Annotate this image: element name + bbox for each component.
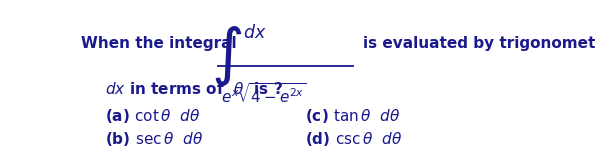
- Text: (d) $\csc\theta\ \ d\theta$: (d) $\csc\theta\ \ d\theta$: [305, 130, 403, 148]
- Text: $dx$ in terms of  $\theta$  is ?: $dx$ in terms of $\theta$ is ?: [104, 81, 283, 97]
- Text: $\int$: $\int$: [211, 24, 242, 88]
- Text: (c) $\tan\theta\ \ d\theta$: (c) $\tan\theta\ \ d\theta$: [305, 107, 401, 125]
- Text: (b) $\sec\theta\ \ d\theta$: (b) $\sec\theta\ \ d\theta$: [104, 130, 203, 148]
- Text: is evaluated by trigonometric substitution,: is evaluated by trigonometric substituti…: [363, 36, 596, 51]
- Text: (a) $\cot\theta\ \ d\theta$: (a) $\cot\theta\ \ d\theta$: [104, 107, 200, 125]
- Text: $e^x\sqrt{4-e^{2x}}$: $e^x\sqrt{4-e^{2x}}$: [221, 82, 307, 106]
- Text: $dx$: $dx$: [243, 24, 266, 42]
- Text: When the integral: When the integral: [80, 36, 236, 51]
